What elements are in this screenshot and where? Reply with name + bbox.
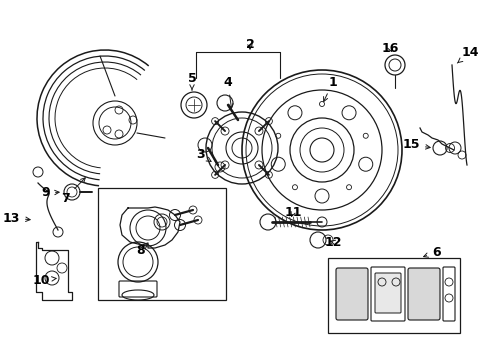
Text: 13: 13 [2,211,30,225]
Text: 7: 7 [61,178,85,204]
FancyBboxPatch shape [335,268,367,320]
Text: 8: 8 [136,243,147,256]
FancyBboxPatch shape [374,273,400,313]
Text: 9: 9 [41,186,59,199]
Text: 12: 12 [325,235,342,248]
Text: 5: 5 [187,72,196,90]
Text: 6: 6 [423,246,440,258]
Text: 2: 2 [245,37,254,50]
Text: 15: 15 [402,139,429,152]
Text: 1: 1 [323,76,337,102]
Text: 4: 4 [223,77,233,108]
Text: 14: 14 [456,45,479,63]
Text: 11: 11 [284,206,302,219]
Text: 3: 3 [196,148,211,162]
Bar [98,188,225,300]
Bar [327,258,459,333]
Text: 10: 10 [32,274,56,287]
Text: 16: 16 [381,41,398,54]
FancyBboxPatch shape [407,268,439,320]
